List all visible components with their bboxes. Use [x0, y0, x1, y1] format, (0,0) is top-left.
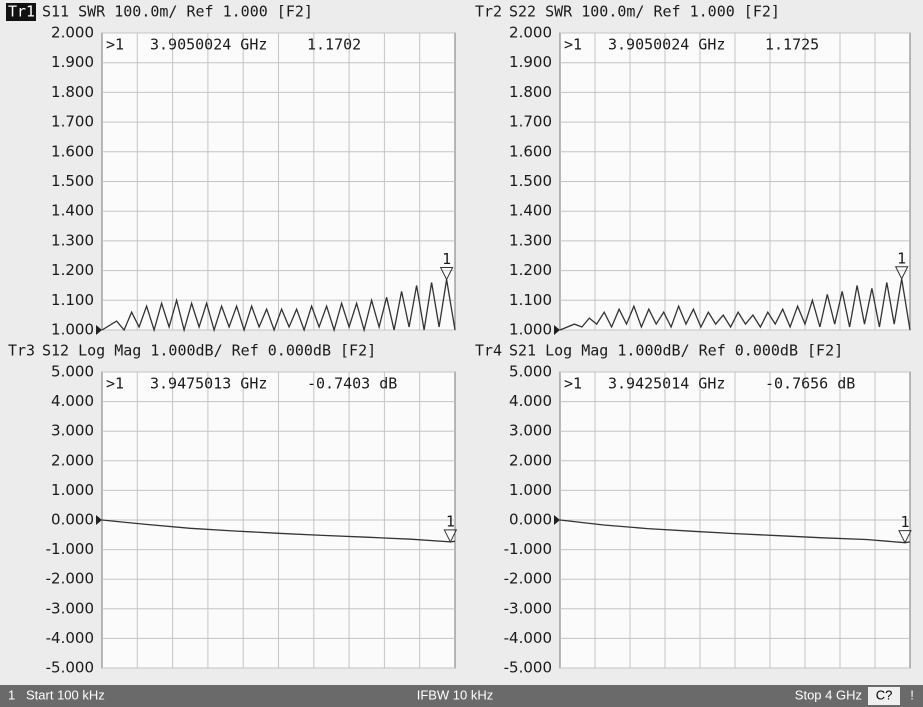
cal-box[interactable]	[868, 687, 900, 705]
y-tick-label: 1.400	[509, 202, 552, 220]
ref-arrow	[554, 325, 560, 335]
y-tick-label: 1.000	[509, 321, 552, 339]
marker-readout-value: -0.7656 dB	[765, 375, 855, 393]
y-tick-label: 1.200	[51, 261, 94, 279]
ref-arrow	[96, 515, 102, 525]
marker-readout-label: >1	[564, 36, 582, 54]
y-tick-label: 2.000	[509, 24, 552, 42]
channel: 1	[8, 687, 15, 702]
cal-status[interactable]: C?	[876, 687, 893, 702]
trace-label: Tr1	[8, 3, 35, 21]
trace-header: S22 SWR 100.0m/ Ref 1.000 [F2]	[509, 3, 780, 21]
trace-header: S11 SWR 100.0m/ Ref 1.000 [F2]	[42, 3, 313, 21]
trace-box	[6, 3, 36, 21]
trace-header: S21 Log Mag 1.000dB/ Ref 0.000dB [F2]	[509, 342, 843, 360]
trace-header: S12 Log Mag 1.000dB/ Ref 0.000dB [F2]	[42, 342, 376, 360]
marker-readout-value: -0.7403 dB	[307, 375, 397, 393]
y-tick-label: 1.500	[509, 172, 552, 190]
y-tick-label: 1.000	[51, 481, 94, 499]
y-tick-label: 1.800	[51, 83, 94, 101]
y-tick-label: -2.000	[46, 570, 94, 588]
y-tick-label: 1.500	[51, 172, 94, 190]
y-tick-label: 2.000	[51, 451, 94, 469]
marker-readout-freq: 3.9475013 GHz	[150, 375, 267, 393]
marker-readout-label: >1	[106, 375, 124, 393]
marker-readout-freq: 3.9050024 GHz	[608, 36, 725, 54]
marker	[894, 266, 909, 280]
y-tick-label: 1.900	[509, 53, 552, 71]
marker-readout-value: 1.1725	[765, 36, 819, 54]
marker-id: 1	[900, 513, 909, 531]
y-tick-label: -5.000	[46, 659, 94, 677]
y-tick-label: 1.100	[51, 291, 94, 309]
trace-label: Tr2	[475, 3, 502, 21]
ref-arrow	[96, 325, 102, 335]
y-tick-label: 2.000	[509, 451, 552, 469]
ifbw: IFBW 10 kHz	[417, 687, 494, 702]
y-tick-label: 5.000	[509, 363, 552, 381]
y-tick-label: -1.000	[46, 540, 94, 558]
trace-line	[101, 279, 456, 333]
y-tick-label: 1.400	[51, 202, 94, 220]
y-tick-label: 3.000	[509, 422, 552, 440]
trace-line	[559, 519, 911, 544]
y-tick-label: 1.000	[509, 481, 552, 499]
marker-id: 1	[442, 250, 451, 268]
marker-readout-label: >1	[564, 375, 582, 393]
y-tick-label: 0.000	[509, 511, 552, 529]
y-tick-label: 1.700	[509, 113, 552, 131]
marker-readout-value: 1.1702	[307, 36, 361, 54]
marker	[443, 529, 458, 544]
y-tick-label: 1.200	[509, 261, 552, 279]
marker-id: 1	[897, 249, 906, 267]
trace-line	[559, 278, 911, 331]
y-tick-label: -1.000	[504, 540, 552, 558]
marker	[439, 266, 454, 281]
stop-freq: Stop 4 GHz	[795, 687, 862, 702]
y-tick-label: -5.000	[504, 659, 552, 677]
ref-arrow	[554, 515, 560, 525]
y-tick-label: -3.000	[46, 599, 94, 617]
marker-readout-label: >1	[106, 36, 124, 54]
y-tick-label: 4.000	[51, 392, 94, 410]
marker-readout-freq: 3.9050024 GHz	[150, 36, 267, 54]
y-tick-label: -3.000	[504, 599, 552, 617]
y-tick-label: 3.000	[51, 422, 94, 440]
y-tick-label: -4.000	[504, 629, 552, 647]
marker-readout-freq: 3.9425014 GHz	[608, 375, 725, 393]
y-tick-label: 4.000	[509, 392, 552, 410]
y-tick-label: 1.000	[51, 321, 94, 339]
y-tick-label: 1.600	[51, 142, 94, 160]
y-tick-label: 1.700	[51, 113, 94, 131]
y-tick-label: 2.000	[51, 24, 94, 42]
y-tick-label: 1.900	[51, 53, 94, 71]
y-tick-label: 0.000	[51, 511, 94, 529]
y-tick-label: 1.300	[509, 231, 552, 249]
trace-label: Tr4	[475, 342, 502, 360]
y-tick-label: 1.100	[509, 291, 552, 309]
alert: !	[910, 687, 914, 702]
y-tick-label: 5.000	[51, 363, 94, 381]
start-freq: Start 100 kHz	[26, 687, 105, 702]
trace-line	[101, 519, 456, 543]
marker	[898, 530, 912, 544]
trace-label: Tr3	[8, 342, 35, 360]
y-tick-label: -2.000	[504, 570, 552, 588]
marker-id: 1	[446, 512, 455, 530]
y-tick-label: 1.600	[509, 142, 552, 160]
status-bar	[0, 685, 923, 707]
y-tick-label: -4.000	[46, 629, 94, 647]
y-tick-label: 1.300	[51, 231, 94, 249]
y-tick-label: 1.800	[509, 83, 552, 101]
